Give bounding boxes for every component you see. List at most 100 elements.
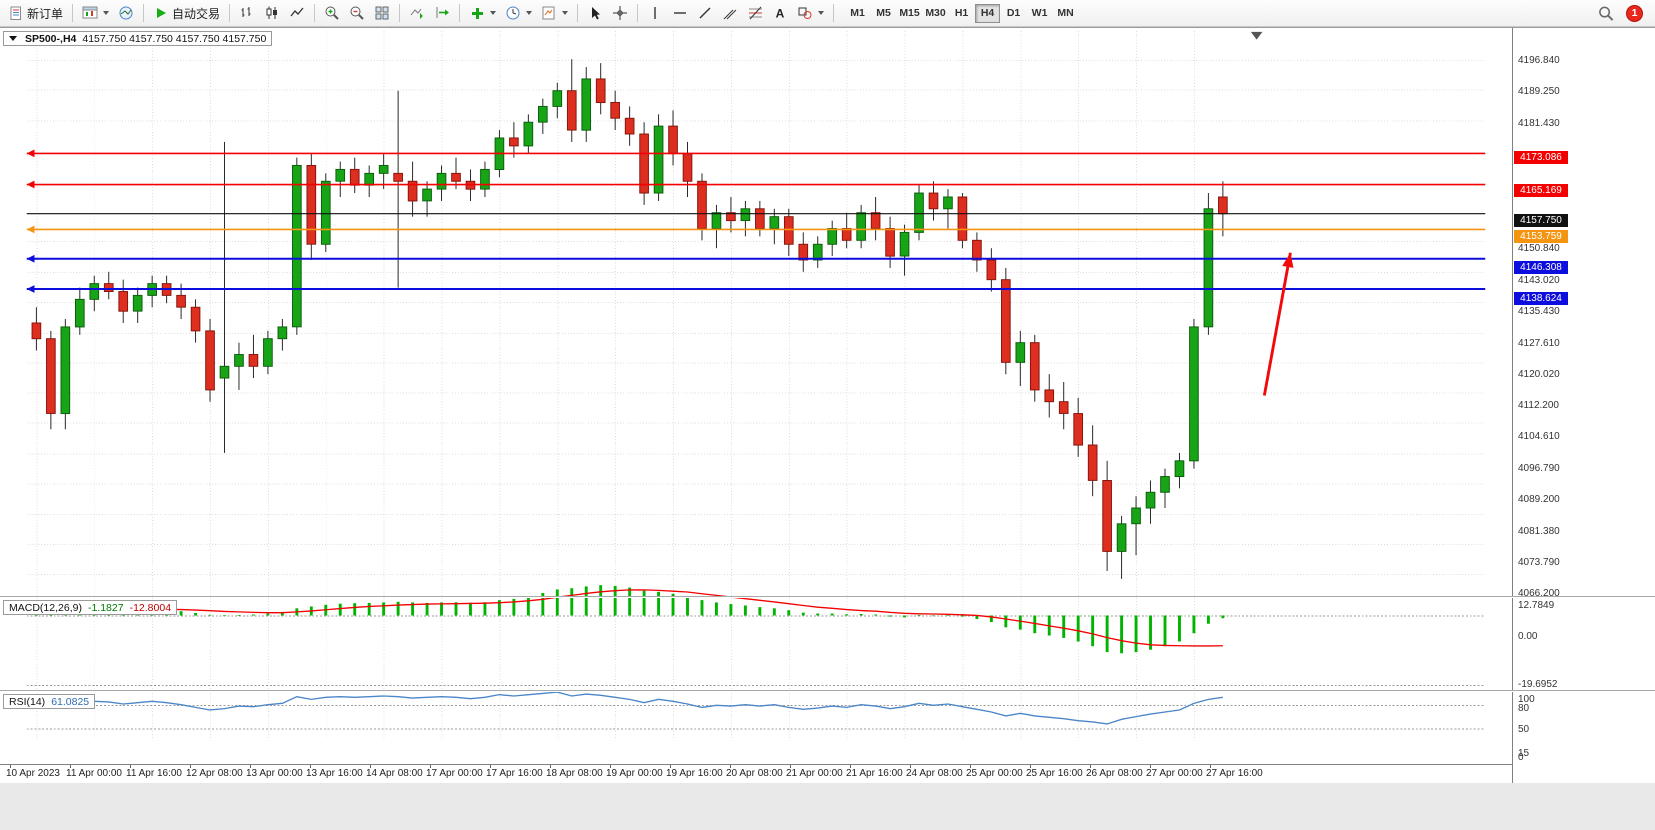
fibonacci-tool-button[interactable] [743,2,767,24]
candle [870,212,881,229]
dropdown-caret-icon [818,11,825,15]
timeframe-button-m1[interactable]: M1 [845,4,870,23]
candle [537,105,548,123]
candle [292,164,302,328]
time-tick [190,765,191,768]
toolbar-right-group: 1 [1594,2,1651,24]
timeframe-button-h1[interactable]: H1 [949,4,974,23]
time-tick [1150,765,1151,768]
rsi-scale-label: 50 [1518,723,1530,735]
candle [349,168,360,186]
cursor-button[interactable] [583,2,607,24]
candlesticks-icon [264,5,280,21]
candle [726,212,736,222]
hline-start-marker [26,254,35,263]
tile-windows-button[interactable] [370,2,394,24]
toolbar-separator [637,4,639,22]
candle [60,326,71,415]
candlestick-chart-button[interactable] [260,2,284,24]
price-tag[interactable]: 4153.759 [1514,230,1568,244]
panel-splitter[interactable] [0,690,1655,692]
zoom-in-button[interactable] [320,2,344,24]
price-tag[interactable]: 4165.169 [1514,183,1568,197]
market-watch-button[interactable] [114,2,138,24]
candle [74,298,85,328]
candle [755,208,765,229]
toolbar-separator [459,4,461,22]
time-tick [550,765,551,768]
timeframe-button-m30[interactable]: M30 [923,4,948,23]
arrow-pointer-icon [587,5,603,21]
candle [364,172,375,186]
channel-tool-button[interactable] [718,2,742,24]
status-area [0,782,1655,830]
candle [610,101,620,119]
toolbar-separator [399,4,401,22]
crosshair-button[interactable] [608,2,632,24]
horizontal-lines-layer[interactable] [26,149,1486,293]
time-tick [1030,765,1031,768]
candle [697,180,707,230]
price-tag[interactable]: 4138.624 [1514,292,1568,306]
hline-start-marker [26,225,35,234]
timeframe-toolbar: M1 M5 M15 M30 H1 H4 D1 W1 MN [845,3,1078,23]
time-label: 21 Apr 00:00 [786,768,843,779]
trendline-tool-button[interactable] [693,2,717,24]
candle [422,188,432,202]
search-button[interactable] [1594,2,1618,24]
chart-shift-button[interactable] [430,2,454,24]
one-click-trading-arrow-icon[interactable] [9,36,17,41]
timeframe-button-mn[interactable]: MN [1053,4,1078,23]
candle [624,117,635,135]
trend-arrow-annotation[interactable] [1262,252,1294,396]
price-scale[interactable]: 4196.840 4189.250 4181.430 4150.840 4143.020… [1512,28,1655,783]
periods-button[interactable] [501,2,536,24]
time-label: 25 Apr 16:00 [1026,768,1083,779]
vertical-line-tool-button[interactable] [643,2,667,24]
candle [885,228,895,257]
chart-title-box[interactable]: SP500-,H4 4157.750 4157.750 4157.750 415… [3,31,273,46]
templates-button[interactable] [537,2,572,24]
timeframe-button-d1[interactable]: D1 [1001,4,1026,23]
time-axis[interactable]: 10 Apr 2023 11 Apr 00:00 11 Apr 16:00 12 Ap… [0,764,1655,783]
new-order-button[interactable]: 新订单 [4,2,67,24]
bar-chart-button[interactable] [235,2,259,24]
zoom-out-button[interactable] [345,2,369,24]
horizontal-line-tool-button[interactable] [668,2,692,24]
timeframe-button-m15[interactable]: M15 [897,4,922,23]
text-tool-button[interactable]: A [768,2,792,24]
chart-window: SP500-,H4 4157.750 4157.750 4157.750 415… [0,27,1655,783]
price-tag[interactable]: 4173.086 [1514,151,1568,165]
candle [552,90,563,107]
timeframe-button-m5[interactable]: M5 [871,4,896,23]
timeframe-button-w1[interactable]: W1 [1027,4,1052,23]
autotrade-label: 自动交易 [172,6,221,21]
auto-scroll-button[interactable] [405,2,429,24]
price-tag[interactable]: 4146.308 [1514,260,1568,274]
time-label: 10 Apr 2023 [6,768,60,779]
time-tick [10,765,11,768]
candle [306,164,317,245]
candle [480,168,490,190]
price-label: 4127.610 [1518,337,1560,349]
horizontal-line-icon [672,5,688,21]
candle [1189,326,1199,462]
hline-start-marker [26,180,35,189]
shapes-tool-button[interactable] [793,2,828,24]
candle [451,172,461,182]
macd-label-box: MACD(12,26,9) -1.1827 -12.8004 [3,600,178,615]
time-tick [970,765,971,768]
new-chart-button[interactable] [78,2,113,24]
price-tag[interactable]: 4157.750 [1514,214,1568,228]
timeframe-button-h4[interactable]: H4 [975,3,1001,23]
candle [914,192,924,233]
time-tick [850,765,851,768]
dropdown-caret-icon [103,11,110,15]
panel-splitter[interactable] [0,596,1655,598]
candle [1102,480,1112,552]
price-chart[interactable] [0,28,1512,764]
indicators-button[interactable] [465,2,500,24]
line-chart-button[interactable] [285,2,309,24]
autotrade-button[interactable]: 自动交易 [149,2,224,24]
notification-badge[interactable]: 1 [1626,4,1643,22]
